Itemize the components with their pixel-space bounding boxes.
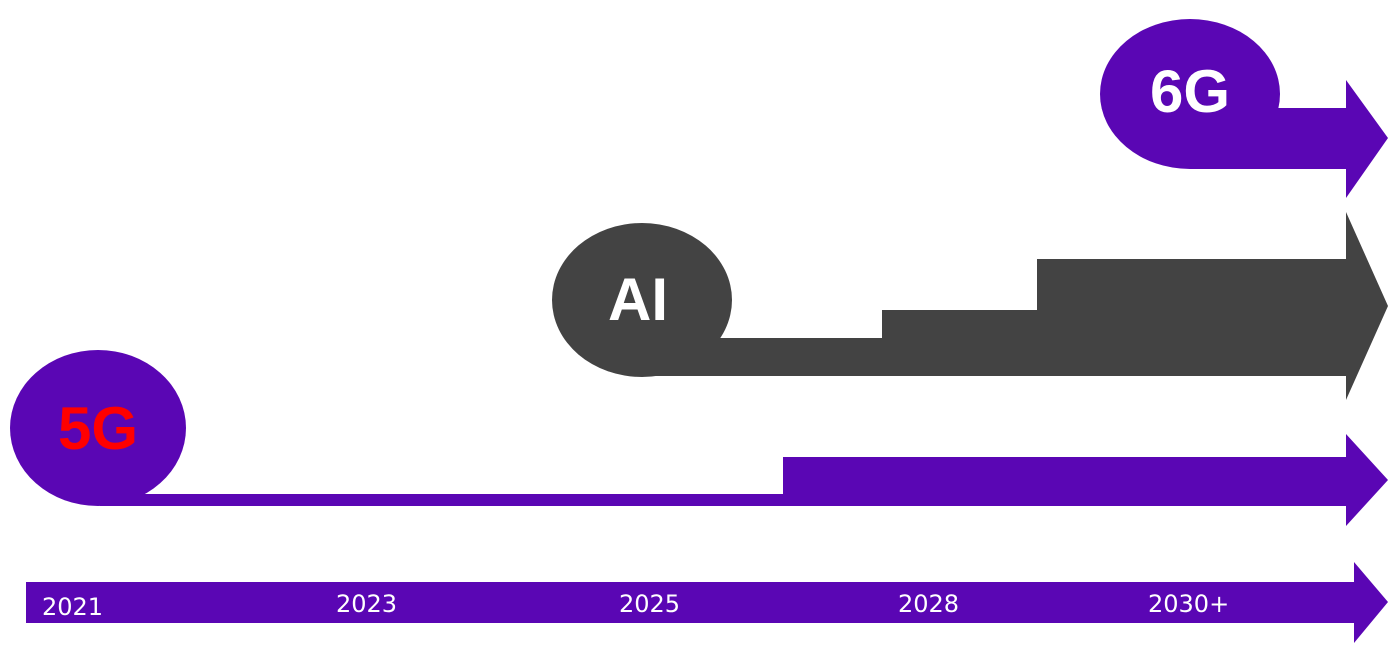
sixg-track: 6G [1100, 19, 1388, 198]
sixg-label: 6G [1150, 58, 1230, 125]
fiveg-track: 5G [10, 350, 1388, 526]
timeline-year-2023: 2023 [336, 590, 397, 618]
timeline: 2021 2023 2025 2028 2030+ [26, 562, 1388, 643]
ai-staircase-arrow [650, 212, 1388, 400]
timeline-arrow [26, 562, 1388, 643]
fiveg-bubble [10, 350, 186, 506]
timeline-year-2030-plus: 2030+ [1148, 590, 1229, 618]
timeline-year-2021: 2021 [42, 593, 103, 621]
ai-label: AI [608, 266, 668, 333]
timeline-year-2028: 2028 [898, 590, 959, 618]
timeline-year-2025: 2025 [619, 590, 680, 618]
fiveg-label: 5G [58, 395, 138, 462]
sixg-arrow [1190, 80, 1388, 198]
ai-track: AI [552, 212, 1388, 400]
fiveg-step-arrow [100, 434, 1388, 526]
